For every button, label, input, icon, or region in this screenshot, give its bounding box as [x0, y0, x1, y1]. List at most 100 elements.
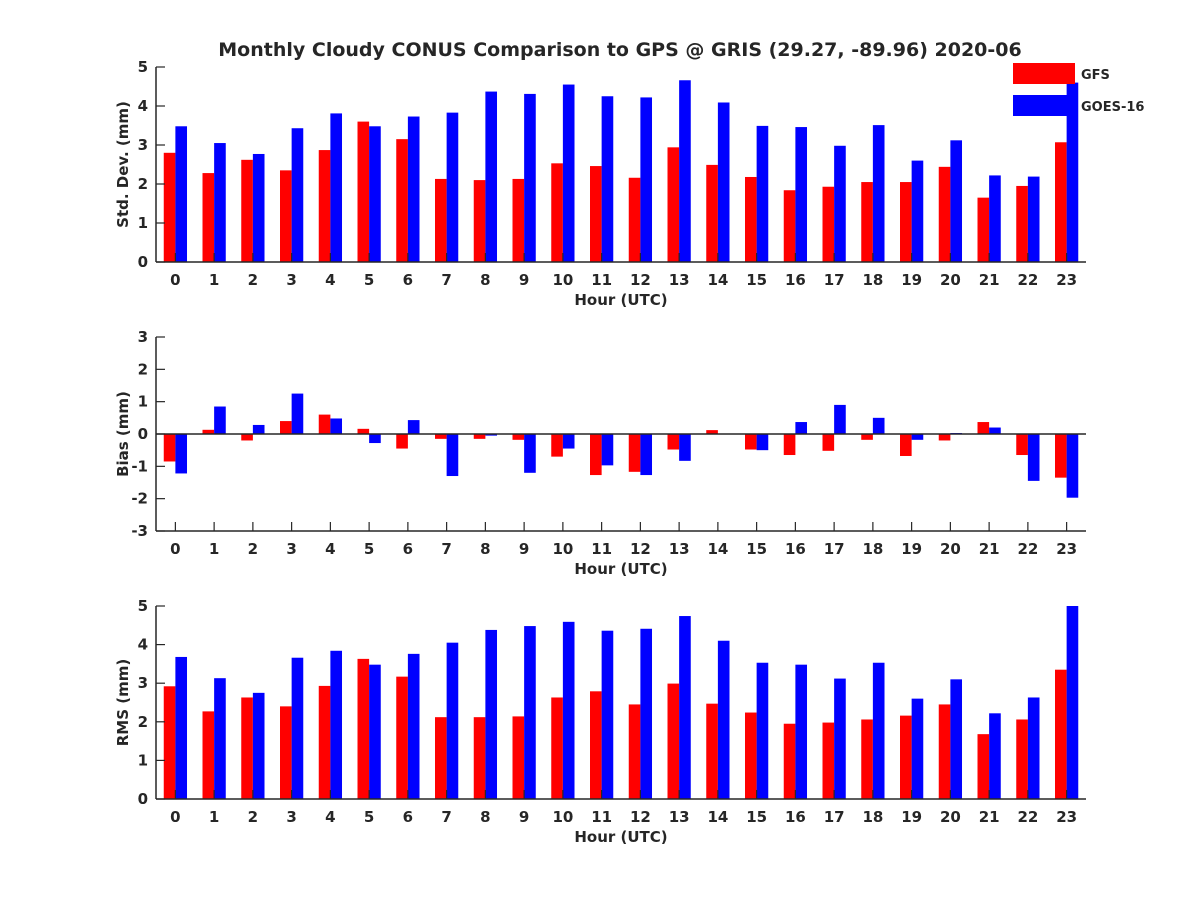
- y-tick-label: 1: [138, 393, 148, 411]
- x-tick-label: 22: [1017, 271, 1038, 289]
- bar-goes16-19: [911, 434, 924, 440]
- x-tick-label: 16: [785, 271, 806, 289]
- bar-goes16-9: [524, 434, 536, 473]
- bar-gfs-23: [1055, 434, 1067, 478]
- bar-goes16-16: [795, 422, 808, 434]
- bar-gfs-4: [318, 685, 331, 799]
- bar-gfs-18: [861, 719, 873, 799]
- bar-goes16-17: [834, 145, 846, 262]
- bar-gfs-21: [977, 422, 990, 434]
- bar-goes16-18: [872, 662, 885, 799]
- bar-goes16-3: [291, 657, 304, 799]
- y-tick-label: 3: [138, 136, 148, 154]
- x-tick-label: 16: [785, 808, 806, 826]
- x-tick-label: 12: [630, 540, 651, 558]
- bar-gfs-16: [783, 723, 796, 799]
- x-tick-label: 21: [979, 271, 1000, 289]
- x-tick-label: 5: [364, 540, 374, 558]
- x-tick-label: 9: [519, 808, 529, 826]
- bar-gfs-3: [280, 421, 292, 434]
- bar-goes16-3: [291, 128, 304, 262]
- bar-gfs-11: [590, 434, 602, 476]
- bar-goes16-20: [950, 679, 963, 799]
- bar-gfs-19: [900, 715, 912, 799]
- bar-goes16-1: [214, 143, 226, 262]
- x-tick-label: 20: [940, 808, 961, 826]
- x-tick-label: 17: [824, 540, 845, 558]
- bar-gfs-1: [202, 173, 215, 262]
- bar-gfs-9: [512, 434, 525, 440]
- bar-goes16-23: [1066, 606, 1079, 799]
- bar-gfs-15: [745, 176, 757, 262]
- bar-gfs-2: [241, 697, 253, 799]
- bar-goes16-23: [1066, 82, 1079, 262]
- bar-gfs-23: [1055, 142, 1067, 262]
- x-tick-label: 7: [441, 540, 451, 558]
- bar-gfs-22: [1016, 719, 1028, 799]
- bar-goes16-23: [1066, 434, 1079, 498]
- bar-gfs-5: [357, 428, 370, 434]
- x-tick-label: 1: [209, 540, 219, 558]
- x-tick-label: 2: [248, 271, 258, 289]
- bar-gfs-6: [396, 434, 408, 449]
- bar-goes16-8: [485, 629, 498, 799]
- y-tick-label: 3: [138, 674, 148, 692]
- bar-goes16-7: [446, 642, 459, 799]
- x-tick-label: 6: [403, 808, 413, 826]
- x-tick-label: 4: [325, 271, 335, 289]
- x-tick-label: 3: [286, 808, 296, 826]
- x-tick-label: 10: [552, 271, 573, 289]
- bar-gfs-0: [163, 152, 176, 262]
- bar-gfs-13: [667, 147, 680, 262]
- x-tick-label: 2: [248, 540, 258, 558]
- y-tick-label: 1: [138, 751, 148, 769]
- bar-gfs-2: [241, 159, 253, 262]
- x-tick-label: 18: [862, 271, 883, 289]
- bar-goes16-13: [679, 80, 691, 262]
- x-tick-label: 22: [1017, 808, 1038, 826]
- x-tick-label: 4: [325, 808, 335, 826]
- y-tick-label: 2: [138, 360, 148, 378]
- bar-goes16-1: [214, 406, 226, 434]
- y-axis-label: Std. Dev. (mm): [114, 101, 132, 228]
- x-tick-label: 9: [519, 271, 529, 289]
- chart-title: Monthly Cloudy CONUS Comparison to GPS @…: [218, 39, 1021, 61]
- x-tick-label: 8: [480, 540, 490, 558]
- bar-gfs-20: [938, 704, 951, 799]
- x-tick-label: 14: [707, 808, 728, 826]
- x-tick-label: 13: [669, 540, 690, 558]
- bar-gfs-9: [512, 178, 525, 262]
- x-tick-label: 23: [1056, 271, 1077, 289]
- bar-goes16-17: [834, 678, 846, 799]
- x-tick-label: 12: [630, 271, 651, 289]
- bar-gfs-10: [551, 434, 563, 457]
- x-tick-label: 15: [746, 540, 767, 558]
- bar-goes16-0: [175, 434, 188, 474]
- bar-goes16-1: [214, 678, 226, 799]
- bar-goes16-0: [175, 656, 188, 799]
- bar-goes16-2: [252, 153, 265, 262]
- legend-label-gfs: GFS: [1081, 68, 1110, 83]
- bar-gfs-8: [473, 717, 486, 799]
- x-tick-label: 11: [591, 808, 612, 826]
- y-tick-label: 1: [138, 214, 148, 232]
- bar-goes16-7: [446, 434, 459, 477]
- x-tick-label: 7: [441, 271, 451, 289]
- bar-gfs-1: [202, 429, 215, 434]
- y-tick-label: 3: [138, 328, 148, 346]
- bar-goes16-22: [1027, 697, 1040, 799]
- bar-goes16-4: [330, 650, 343, 799]
- x-tick-label: 14: [707, 271, 728, 289]
- y-tick-label: 0: [138, 790, 148, 808]
- bar-gfs-3: [280, 170, 292, 262]
- bar-goes16-2: [252, 692, 265, 799]
- bar-goes16-22: [1027, 434, 1040, 481]
- bar-gfs-15: [745, 712, 757, 799]
- bar-gfs-17: [822, 186, 835, 262]
- x-tick-label: 6: [403, 271, 413, 289]
- bar-gfs-10: [551, 697, 563, 799]
- y-tick-label: -2: [131, 490, 148, 508]
- bar-goes16-13: [679, 616, 691, 799]
- bar-goes16-11: [601, 96, 614, 262]
